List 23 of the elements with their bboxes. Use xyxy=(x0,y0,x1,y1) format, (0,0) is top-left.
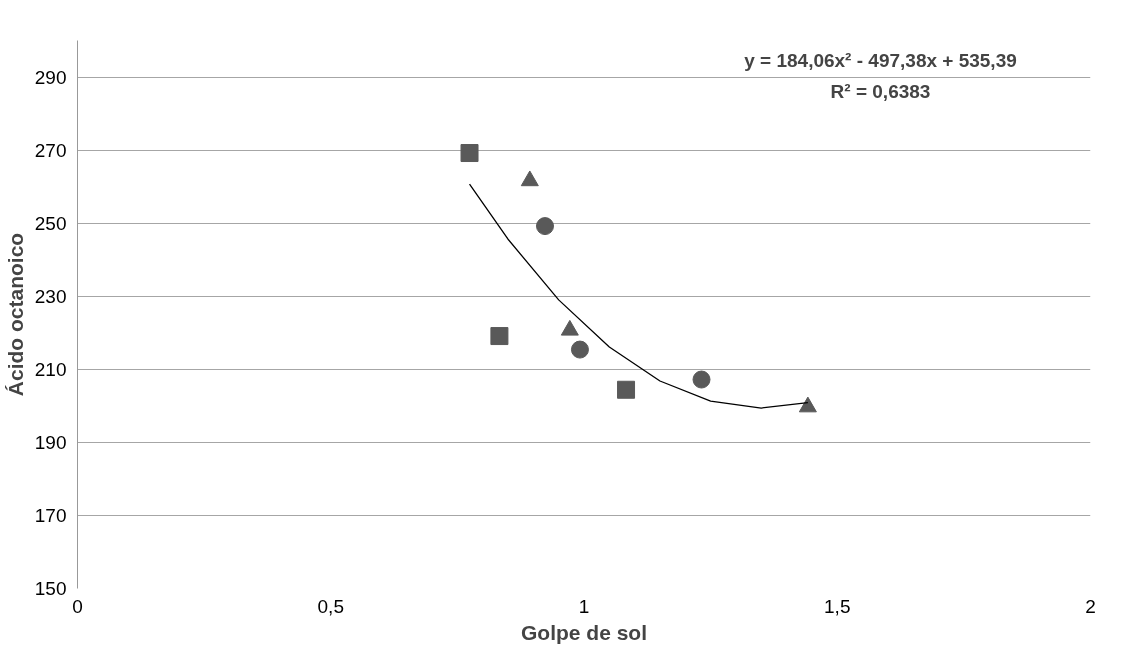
point xyxy=(460,144,479,163)
y-tick-label: 150 xyxy=(34,578,67,599)
x-tick-label: 0,5 xyxy=(317,595,344,617)
point xyxy=(617,380,636,399)
x-axis-title: Golpe de sol xyxy=(520,620,648,644)
x-tick-label: 0 xyxy=(72,595,83,617)
x-tick-label: 1,5 xyxy=(824,595,851,617)
point xyxy=(692,370,711,389)
y-tick-label: 250 xyxy=(34,212,67,234)
y-tick-label: 170 xyxy=(34,504,67,526)
y-axis-title: Ácido octanoico xyxy=(3,232,27,397)
y-tick-label: 290 xyxy=(34,66,67,88)
annotation: y = 184,06x² - 497,38x + 535,39 xyxy=(744,50,1017,71)
y-tick-label: 230 xyxy=(34,285,67,307)
x-tick-label: 2 xyxy=(1085,595,1096,617)
y-tick-label: 270 xyxy=(34,139,67,161)
x-tick-label: 1 xyxy=(578,595,590,617)
annotation: R² = 0,6383 xyxy=(830,81,931,102)
point xyxy=(490,327,509,346)
y-tick-label: 190 xyxy=(34,431,67,453)
point xyxy=(570,340,589,359)
point xyxy=(536,217,554,236)
y-tick-label: 210 xyxy=(34,358,67,380)
